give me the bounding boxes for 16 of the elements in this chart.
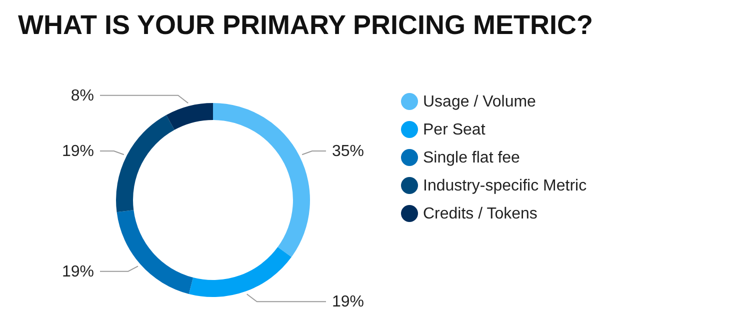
- donut-slice: [116, 115, 174, 212]
- legend-label: Single flat fee: [423, 150, 520, 166]
- legend-label: Industry-specific Metric: [423, 178, 587, 194]
- legend-label: Usage / Volume: [423, 94, 536, 110]
- donut-slice: [166, 103, 213, 130]
- data-label: 35%: [332, 142, 364, 160]
- donut-slice: [213, 103, 310, 258]
- donut-slice: [188, 247, 292, 297]
- legend-label: Credits / Tokens: [423, 206, 538, 222]
- data-label: 8%: [70, 87, 94, 104]
- legend-label: Per Seat: [423, 122, 486, 138]
- data-label: 19%: [62, 142, 94, 160]
- donut-slice: [116, 210, 194, 294]
- chart-title: WHAT IS YOUR PRIMARY PRICING METRIC?: [18, 10, 594, 40]
- data-label: 19%: [62, 263, 94, 280]
- data-label: 19%: [332, 294, 364, 311]
